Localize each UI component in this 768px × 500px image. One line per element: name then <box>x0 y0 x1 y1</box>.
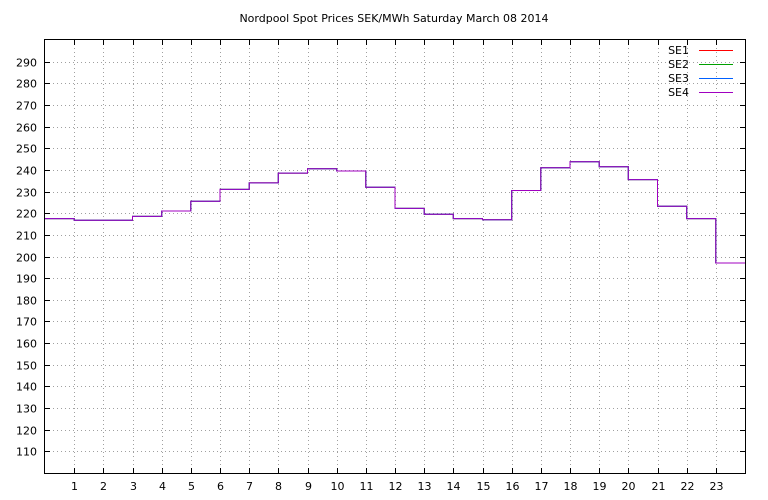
y-tick-label: 150 <box>16 360 37 373</box>
y-tick-label: 160 <box>16 338 37 351</box>
series-line-se4 <box>45 161 745 264</box>
y-tick-label: 290 <box>16 57 37 70</box>
y-tick-label: 170 <box>16 316 37 329</box>
x-tick-label: 2 <box>100 480 107 493</box>
x-tick-label: 14 <box>447 480 461 493</box>
x-tick-label: 12 <box>389 480 403 493</box>
x-tick-label: 3 <box>130 480 137 493</box>
grid-lines <box>45 40 745 473</box>
x-tick-label: 13 <box>418 480 432 493</box>
x-tick-label: 1 <box>71 480 78 493</box>
y-tick-label: 130 <box>16 403 37 416</box>
y-tick-label: 270 <box>16 100 37 113</box>
y-tick-label: 230 <box>16 187 37 200</box>
x-tick-label: 23 <box>710 480 724 493</box>
y-tick-label: 210 <box>16 230 37 243</box>
legend-label: SE2 <box>668 58 689 71</box>
legend-label: SE4 <box>668 86 689 99</box>
x-tick-label: 16 <box>506 480 520 493</box>
x-tick-label: 5 <box>188 480 195 493</box>
x-tick-label: 11 <box>360 480 374 493</box>
x-tick-label: 6 <box>217 480 224 493</box>
y-tick-label: 140 <box>16 381 37 394</box>
x-tick-label: 21 <box>652 480 666 493</box>
legend-label: SE1 <box>668 44 689 57</box>
y-tick-label: 110 <box>16 446 37 459</box>
x-tick-label: 22 <box>681 480 695 493</box>
x-tick-label: 7 <box>246 480 253 493</box>
x-tick-label: 8 <box>275 480 282 493</box>
y-tick-label: 220 <box>16 208 37 221</box>
x-tick-label: 20 <box>622 480 636 493</box>
y-tick-label: 240 <box>16 165 37 178</box>
x-tick-label: 10 <box>331 480 345 493</box>
x-tick-label: 15 <box>477 480 491 493</box>
y-tick-label: 190 <box>16 273 37 286</box>
chart-title: Nordpool Spot Prices SEK/MWh Saturday Ma… <box>239 12 548 25</box>
x-tick-label: 4 <box>159 480 166 493</box>
plot-frame <box>44 39 746 474</box>
x-tick-label: 19 <box>593 480 607 493</box>
x-tick-label: 18 <box>564 480 578 493</box>
axis-ticks: 1101201301401501601701801902002102202302… <box>16 40 745 493</box>
y-tick-label: 260 <box>16 122 37 135</box>
y-tick-label: 120 <box>16 425 37 438</box>
legend-label: SE3 <box>668 72 689 85</box>
series-lines <box>45 161 745 264</box>
x-tick-label: 9 <box>305 480 312 493</box>
x-tick-label: 17 <box>535 480 549 493</box>
y-tick-label: 200 <box>16 252 37 265</box>
y-tick-label: 250 <box>16 143 37 156</box>
y-tick-label: 280 <box>16 78 37 91</box>
y-tick-label: 180 <box>16 295 37 308</box>
